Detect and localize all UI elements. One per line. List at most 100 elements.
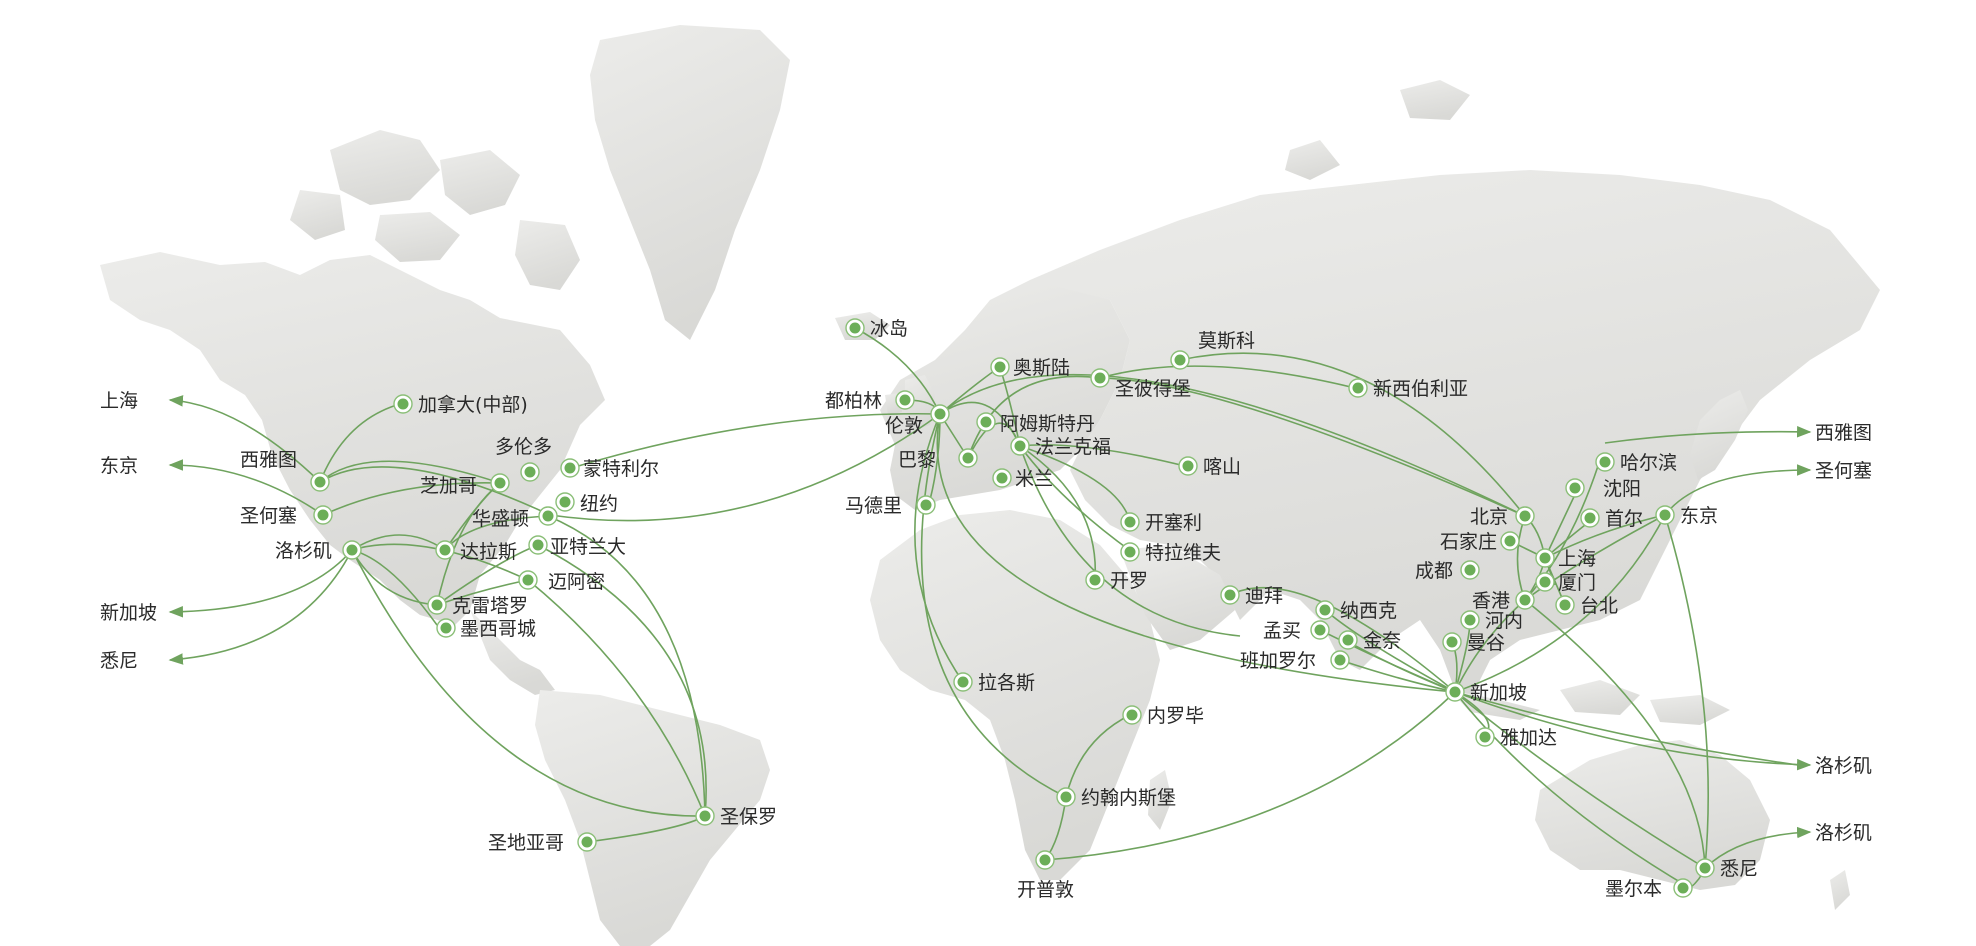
label-dubai: 迪拜 bbox=[1245, 585, 1283, 607]
land-greenland bbox=[590, 25, 790, 340]
node-shanghai[interactable] bbox=[1535, 548, 1555, 568]
node-xiamen[interactable] bbox=[1535, 572, 1555, 592]
node-chengdu[interactable] bbox=[1460, 560, 1480, 580]
land-japan bbox=[1690, 390, 1748, 480]
land-africa bbox=[870, 510, 1160, 880]
node-washington[interactable] bbox=[538, 506, 558, 526]
label-chengdu: 成都 bbox=[1415, 560, 1453, 582]
node-mexico-city[interactable] bbox=[436, 618, 456, 638]
label-beijing: 北京 bbox=[1470, 506, 1508, 528]
node-moscow[interactable] bbox=[1170, 350, 1190, 370]
label-atlanta: 亚特兰大 bbox=[550, 536, 626, 558]
label-offmap-los-angeles-2: 洛杉矶 bbox=[1815, 822, 1872, 844]
node-lagos[interactable] bbox=[953, 672, 973, 692]
label-london: 伦敦 bbox=[885, 415, 923, 437]
label-dublin: 都柏林 bbox=[825, 390, 882, 412]
node-dublin[interactable] bbox=[895, 390, 915, 410]
node-miami[interactable] bbox=[518, 570, 538, 590]
land-north-america bbox=[100, 252, 605, 625]
node-cairo[interactable] bbox=[1085, 570, 1105, 590]
label-frankfurt: 法兰克福 bbox=[1035, 436, 1111, 458]
node-harbin[interactable] bbox=[1595, 452, 1615, 472]
node-kayseri[interactable] bbox=[1120, 512, 1140, 532]
node-shijiazhuang[interactable] bbox=[1500, 531, 1520, 551]
node-sydney[interactable] bbox=[1695, 858, 1715, 878]
node-los-angeles[interactable] bbox=[342, 540, 362, 560]
node-montreal[interactable] bbox=[560, 458, 580, 478]
node-frankfurt[interactable] bbox=[1010, 436, 1030, 456]
node-iceland[interactable] bbox=[845, 318, 865, 338]
node-dallas[interactable] bbox=[435, 540, 455, 560]
label-offmap-singapore: 新加坡 bbox=[100, 602, 157, 624]
node-seattle[interactable] bbox=[310, 472, 330, 492]
node-bangkok[interactable] bbox=[1442, 632, 1462, 652]
label-taipei: 台北 bbox=[1580, 595, 1618, 617]
node-sao-paulo[interactable] bbox=[695, 806, 715, 826]
node-shenyang[interactable] bbox=[1565, 478, 1585, 498]
node-toronto[interactable] bbox=[520, 462, 540, 482]
node-oslo[interactable] bbox=[990, 357, 1010, 377]
land-australia bbox=[1535, 740, 1770, 890]
label-kazan: 喀山 bbox=[1203, 456, 1241, 478]
label-amsterdam: 阿姆斯特丹 bbox=[1000, 413, 1095, 435]
node-dubai[interactable] bbox=[1220, 585, 1240, 605]
node-amsterdam[interactable] bbox=[976, 412, 996, 432]
label-offmap-san-jose: 圣何塞 bbox=[1815, 460, 1872, 482]
label-sao-paulo: 圣保罗 bbox=[720, 806, 777, 828]
label-washington: 华盛顿 bbox=[472, 508, 529, 530]
label-montreal: 蒙特利尔 bbox=[583, 458, 659, 480]
node-hanoi[interactable] bbox=[1460, 610, 1480, 630]
node-canada-central[interactable] bbox=[393, 394, 413, 414]
label-iceland: 冰岛 bbox=[870, 318, 908, 340]
node-nasik[interactable] bbox=[1315, 600, 1335, 620]
node-chicago[interactable] bbox=[490, 473, 510, 493]
landmasses bbox=[100, 25, 1880, 946]
node-madrid[interactable] bbox=[916, 495, 936, 515]
node-san-jose[interactable] bbox=[313, 505, 333, 525]
label-mumbai: 孟买 bbox=[1263, 620, 1301, 642]
node-queretaro[interactable] bbox=[427, 595, 447, 615]
label-xiamen: 厦门 bbox=[1558, 572, 1596, 594]
node-chennai[interactable] bbox=[1338, 630, 1358, 650]
node-london[interactable] bbox=[930, 404, 950, 424]
node-nairobi[interactable] bbox=[1122, 705, 1142, 725]
node-atlanta[interactable] bbox=[528, 535, 548, 555]
node-jakarta[interactable] bbox=[1475, 727, 1495, 747]
label-moscow: 莫斯科 bbox=[1198, 330, 1255, 352]
node-milan[interactable] bbox=[992, 468, 1012, 488]
label-offmap-sydney: 悉尼 bbox=[100, 650, 138, 672]
node-tel-aviv[interactable] bbox=[1120, 542, 1140, 562]
label-dallas: 达拉斯 bbox=[460, 541, 517, 563]
label-lagos: 拉各斯 bbox=[978, 672, 1035, 694]
node-tokyo[interactable] bbox=[1655, 505, 1675, 525]
label-hanoi: 河内 bbox=[1485, 610, 1523, 632]
node-kazan[interactable] bbox=[1178, 456, 1198, 476]
node-bangalore[interactable] bbox=[1330, 650, 1350, 670]
label-paris: 巴黎 bbox=[898, 449, 936, 471]
land-asia bbox=[1030, 170, 1880, 700]
node-cape-town[interactable] bbox=[1035, 850, 1055, 870]
label-new-york: 纽约 bbox=[580, 493, 618, 515]
offmap-arrows bbox=[168, 395, 1812, 869]
node-johannesburg[interactable] bbox=[1056, 787, 1076, 807]
label-chicago: 芝加哥 bbox=[420, 475, 477, 497]
node-taipei[interactable] bbox=[1555, 595, 1575, 615]
node-novosibirsk[interactable] bbox=[1348, 378, 1368, 398]
label-shanghai: 上海 bbox=[1558, 548, 1596, 570]
node-hong-kong[interactable] bbox=[1515, 590, 1535, 610]
label-queretaro: 克雷塔罗 bbox=[452, 595, 528, 617]
node-singapore[interactable] bbox=[1445, 682, 1465, 702]
label-toronto: 多伦多 bbox=[495, 436, 552, 458]
node-st-petersburg[interactable] bbox=[1090, 368, 1110, 388]
label-madrid: 马德里 bbox=[845, 495, 902, 517]
label-santiago: 圣地亚哥 bbox=[488, 832, 564, 854]
node-seoul[interactable] bbox=[1580, 508, 1600, 528]
node-santiago[interactable] bbox=[577, 832, 597, 852]
node-new-york[interactable] bbox=[555, 492, 575, 512]
node-melbourne[interactable] bbox=[1673, 878, 1693, 898]
node-mumbai[interactable] bbox=[1310, 620, 1330, 640]
node-paris[interactable] bbox=[958, 448, 978, 468]
land-europe bbox=[880, 275, 1130, 510]
node-beijing[interactable] bbox=[1515, 506, 1535, 526]
